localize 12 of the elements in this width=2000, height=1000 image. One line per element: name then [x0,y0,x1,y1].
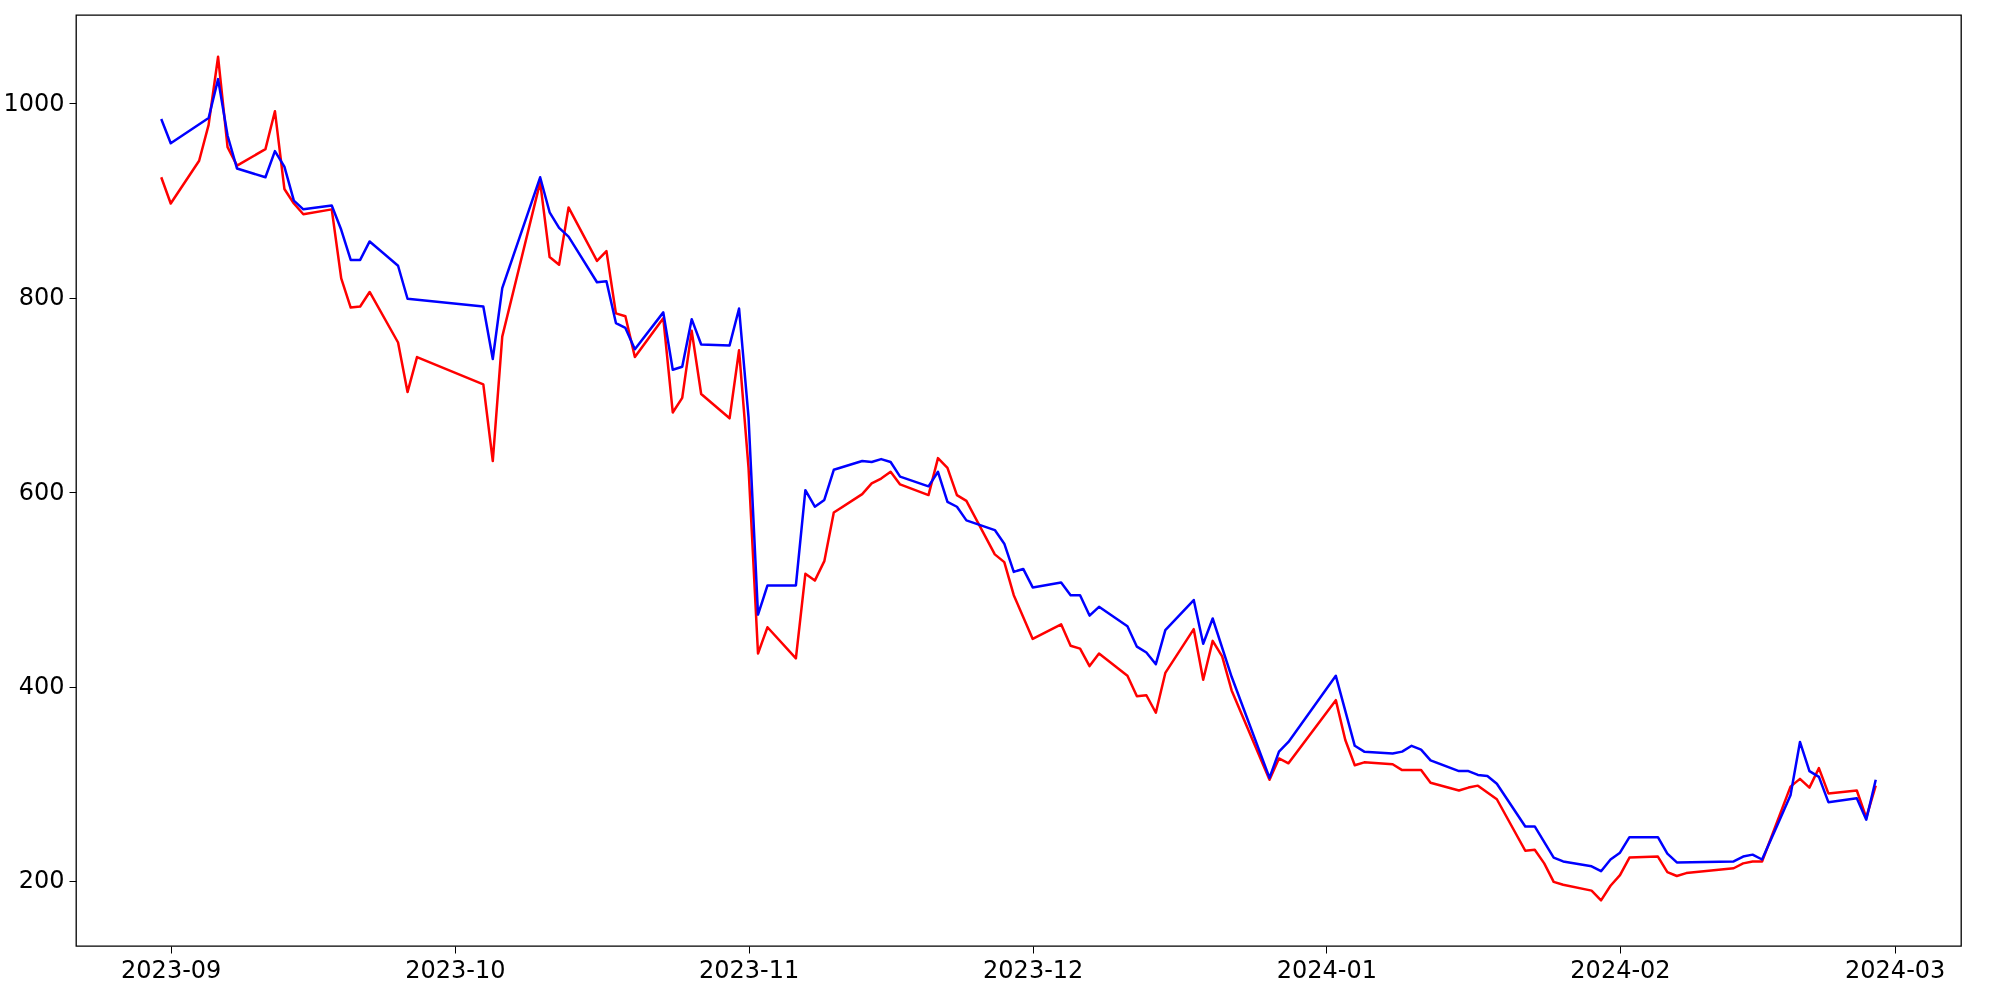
y-tick-label: 200 [18,866,65,895]
x-tick-label: 2023-10 [405,955,506,984]
y-tick-label: 400 [18,672,65,701]
y-tick-label: 600 [18,477,65,506]
x-tick-label: 2024-02 [1570,955,1671,984]
x-tick-label: 2023-12 [983,955,1084,984]
x-tick-label: 2024-03 [1845,955,1946,984]
x-tick-label: 2024-01 [1276,955,1377,984]
x-tick-label: 2023-11 [698,955,800,984]
x-tick-label: 2023-09 [121,955,222,984]
y-tick-label: 1000 [3,88,65,117]
y-tick-label: 800 [18,283,65,312]
